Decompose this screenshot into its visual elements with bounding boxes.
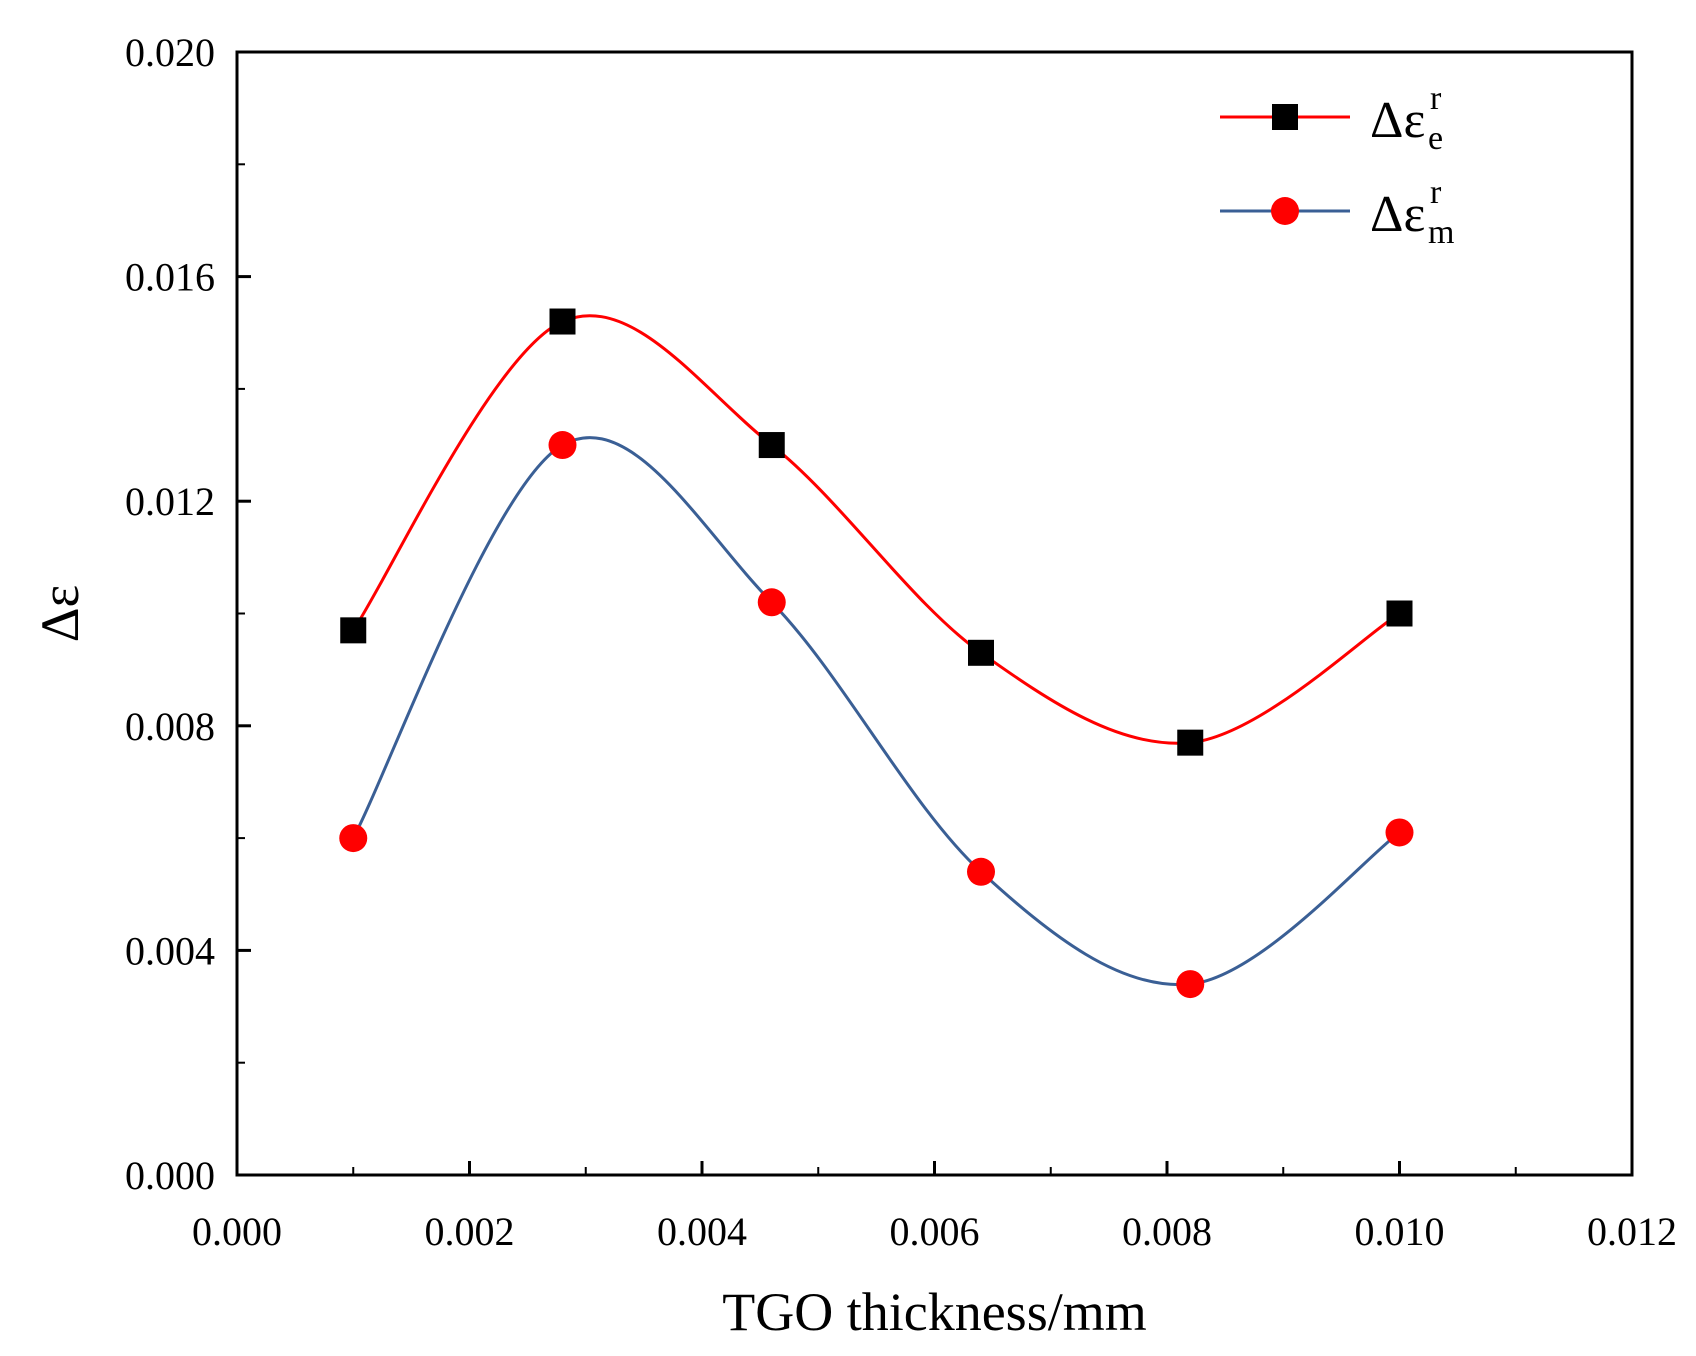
data-point-m (1176, 970, 1205, 999)
y-tick-label: 0.016 (125, 255, 215, 300)
legend-marker-m (1271, 197, 1299, 225)
series-line-m (351, 436, 1401, 987)
x-tick-label: 0.012 (1587, 1209, 1677, 1254)
plot-area (339, 308, 1414, 999)
legend-label-sup: r (1430, 174, 1442, 211)
legend-marker-e (1272, 104, 1298, 130)
data-point-e (549, 308, 576, 335)
data-point-e (340, 617, 367, 644)
x-tick-label: 0.000 (192, 1209, 282, 1254)
data-point-m (548, 431, 577, 460)
data-point-m (1385, 818, 1414, 847)
series-line-e (352, 314, 1401, 745)
x-tick-label: 0.002 (425, 1209, 515, 1254)
data-point-e (1386, 600, 1413, 627)
legend-label-e: Δε re (1370, 80, 1443, 157)
axes: 0.000 0.002 0.004 0.006 0.008 0.010 0.012 0.000… (30, 30, 1677, 1342)
data-point-m (339, 824, 368, 853)
data-point-e (758, 432, 785, 459)
legend-label-m: Δε rm (1370, 174, 1454, 251)
legend-label-sub: m (1428, 214, 1454, 251)
x-tick-label: 0.008 (1122, 1209, 1212, 1254)
y-axis-title: Δε (30, 585, 90, 642)
legend-label-sup: r (1430, 80, 1442, 117)
legend-label-sub: e (1428, 120, 1443, 157)
y-tick-label: 0.008 (125, 704, 215, 749)
y-tick-label: 0.012 (125, 479, 215, 524)
data-point-e (1177, 729, 1204, 756)
x-tick-label: 0.004 (657, 1209, 747, 1254)
x-axis-title: TGO thickness/mm (722, 1282, 1146, 1342)
legend-label-base: Δε (1370, 92, 1425, 149)
y-tick-label: 0.000 (125, 1153, 215, 1198)
data-point-e (968, 639, 994, 666)
y-tick-label: 0.020 (125, 30, 215, 75)
y-tick-label: 0.004 (125, 928, 215, 973)
x-tick-label: 0.010 (1355, 1209, 1445, 1254)
data-point-m (757, 588, 786, 617)
data-point-m (967, 857, 995, 886)
legend-label-base: Δε (1370, 186, 1425, 243)
x-tick-label: 0.006 (890, 1209, 980, 1254)
